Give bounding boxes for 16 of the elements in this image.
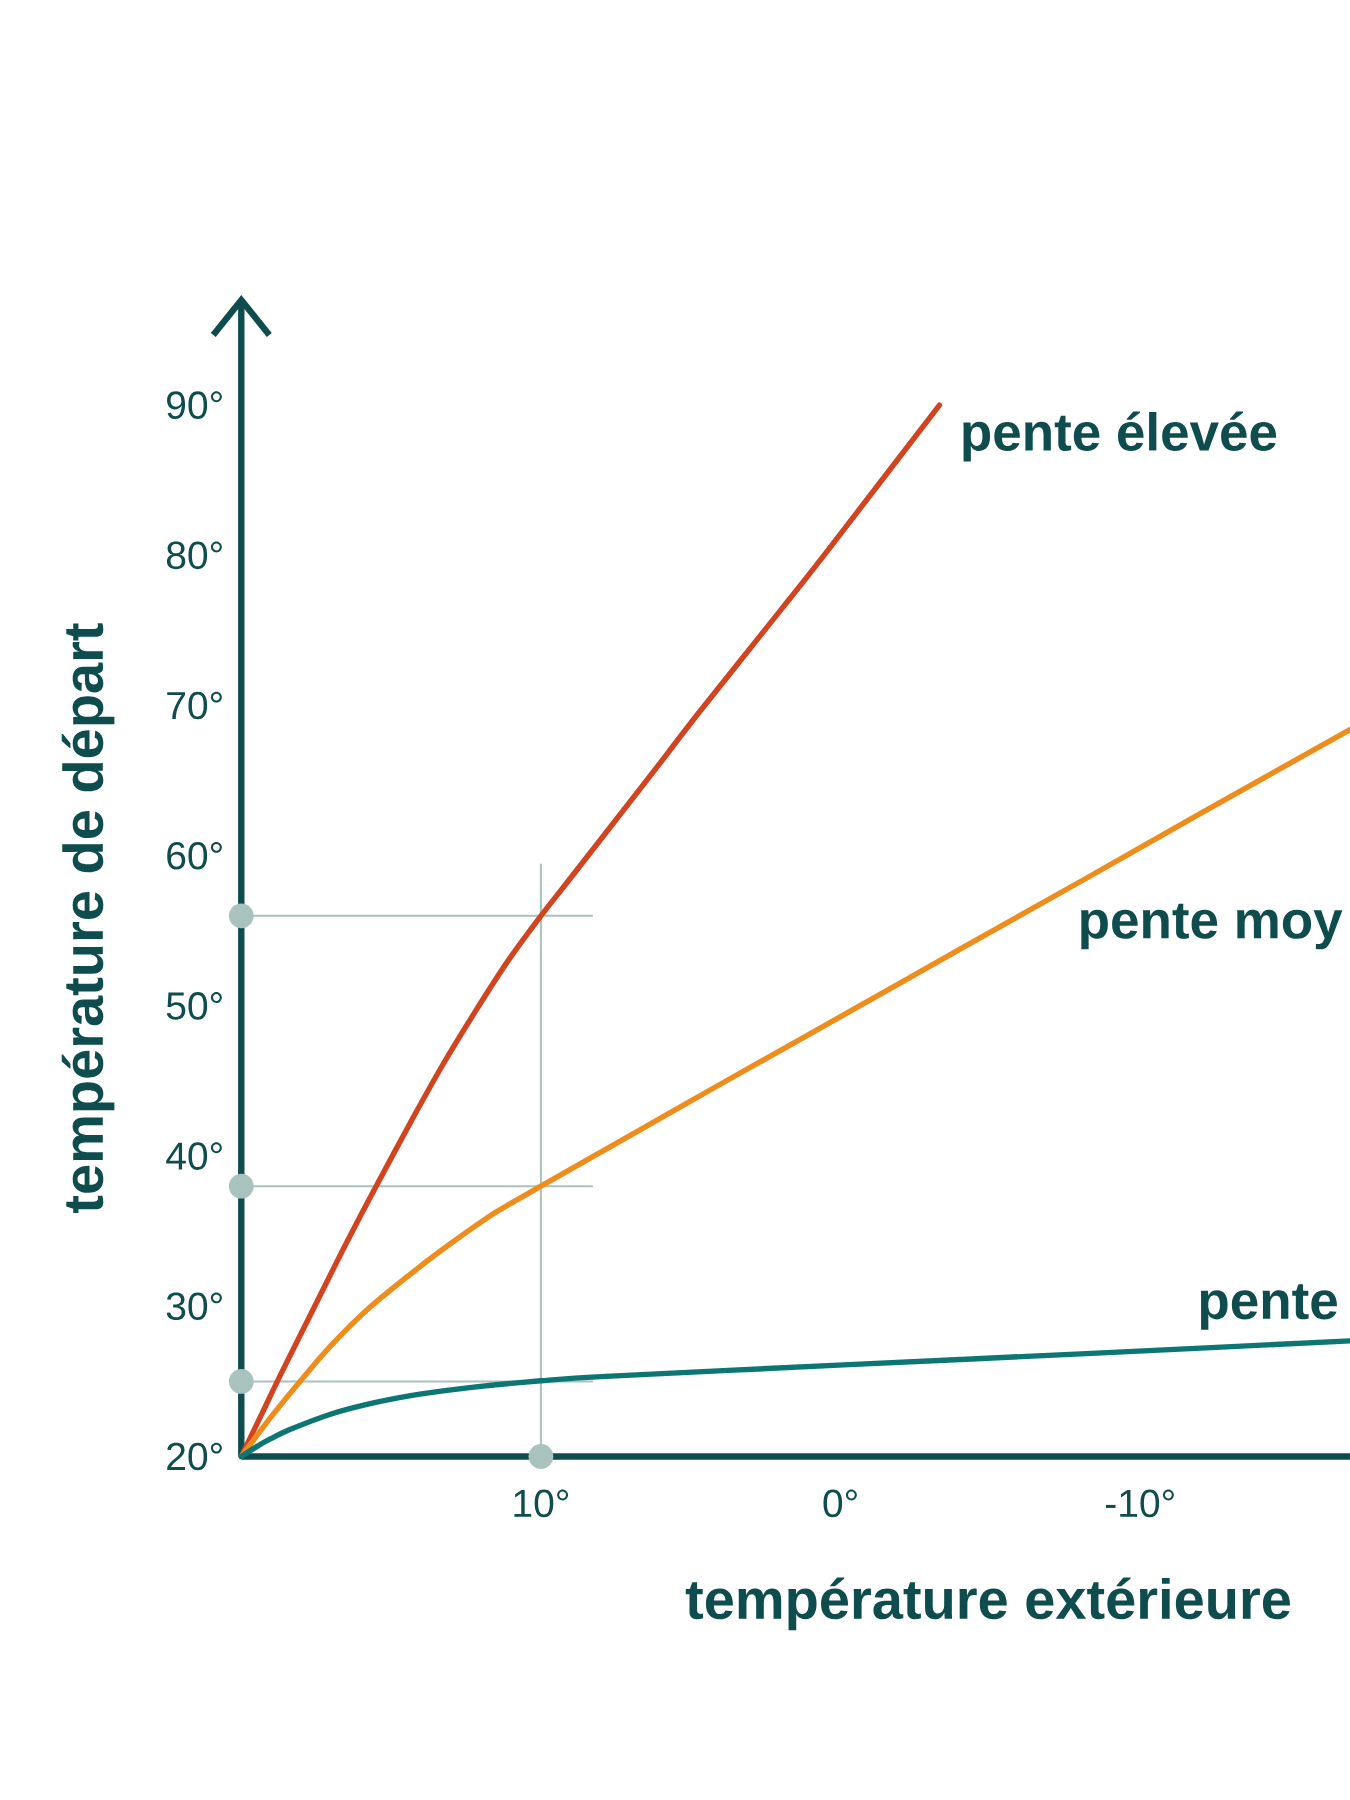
y-tick-label: 90° (167, 391, 222, 419)
series-label: pente élevée (963, 411, 1277, 462)
y-tick-label: 60° (167, 841, 222, 870)
y-tick-label: 30° (166, 1292, 222, 1321)
series-label: pente moy (1081, 903, 1343, 950)
y-tick-label: 40° (166, 1142, 222, 1170)
y-tick-label: 50° (166, 992, 222, 1020)
y-axis-title: température de départ (61, 623, 115, 1213)
x-axis-title: température extérieure (685, 1577, 1290, 1631)
series-label: pente (1200, 1284, 1337, 1330)
y-tick-label: 80° (166, 541, 222, 570)
x-tick-label: 10° (514, 1489, 569, 1518)
x-tick-label: 0° (823, 1489, 857, 1518)
y-tick-label: 20° (167, 1442, 222, 1471)
x-tick-label: -10° (1105, 1489, 1174, 1518)
y-tick-label: 70° (167, 691, 222, 720)
